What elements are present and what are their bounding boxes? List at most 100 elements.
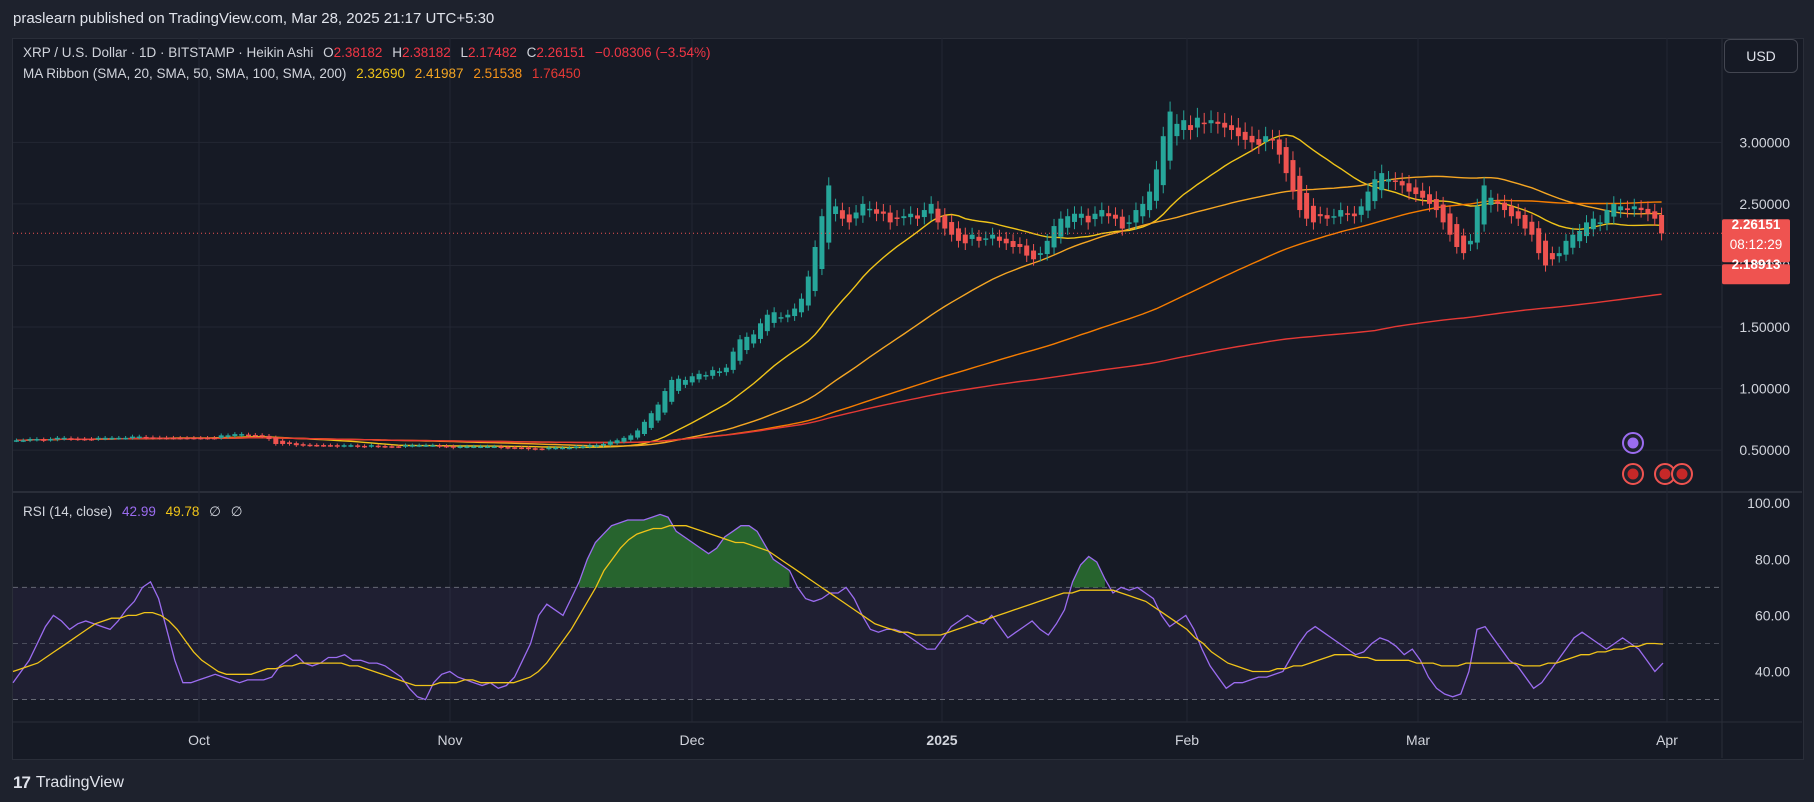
candle-body <box>1112 214 1118 219</box>
candle-body <box>1126 222 1132 224</box>
candle-body <box>1508 206 1514 217</box>
published-caption: praslearn published on TradingView.com, … <box>13 10 495 27</box>
us-flag-icon <box>1627 468 1639 480</box>
candle-body <box>362 445 368 448</box>
candle-body <box>1085 215 1091 223</box>
candle-body <box>703 375 709 377</box>
chart-frame[interactable] <box>12 38 1804 760</box>
candle-body <box>95 437 101 440</box>
candle-body <box>136 436 142 439</box>
candle-body <box>34 439 40 441</box>
candle-body <box>1454 224 1460 247</box>
candle-body <box>1290 160 1296 192</box>
candle-body <box>184 437 190 440</box>
candle-body <box>1488 197 1494 205</box>
candle-body <box>833 206 839 215</box>
tradingview-footer[interactable]: 17 TradingView <box>13 772 124 794</box>
rsi-overbought-fill <box>1072 556 1105 588</box>
candle-body <box>1024 245 1030 256</box>
candle-body <box>355 445 361 447</box>
candle-body <box>1372 179 1378 202</box>
candle-body <box>300 444 306 446</box>
candle-body <box>682 379 688 385</box>
candle-body <box>1358 206 1364 215</box>
candle-body <box>723 367 729 373</box>
candle-body <box>969 234 975 239</box>
candle-body <box>1174 123 1180 137</box>
candle-body <box>89 438 95 441</box>
high-label: H <box>392 45 402 60</box>
candle-body <box>423 445 429 447</box>
low-value: 2.17482 <box>468 45 517 60</box>
candle-body <box>1604 210 1610 224</box>
candle-body <box>519 447 525 450</box>
candle-body <box>1502 202 1508 211</box>
candle-body <box>1229 125 1235 131</box>
low-label: L <box>460 45 469 60</box>
symbol-title: XRP / U.S. Dollar · 1D · BITSTAMP · Heik… <box>23 45 314 60</box>
candle-body <box>594 445 600 447</box>
candle-body <box>102 437 108 440</box>
ma100-value: 2.51538 <box>473 66 523 81</box>
candle-body <box>1235 127 1241 137</box>
candle-body <box>1379 173 1385 191</box>
candle-body <box>321 445 327 447</box>
candle-body <box>129 436 135 439</box>
candle-body <box>1597 222 1603 224</box>
candle-body <box>1031 250 1037 260</box>
candle-body <box>82 438 88 441</box>
candle-body <box>1310 205 1316 223</box>
candle-body <box>1618 206 1624 211</box>
candle-body <box>1447 213 1453 235</box>
candle-body <box>177 437 183 440</box>
candle-body <box>1631 206 1637 210</box>
candle-body <box>61 437 67 440</box>
candle-body <box>839 210 845 219</box>
candle-body <box>382 446 388 448</box>
candle-body <box>409 445 415 447</box>
rsi-legend[interactable]: RSI (14, close) 42.99 49.78 ∅ ∅ <box>23 504 242 520</box>
candle-body <box>1467 240 1473 245</box>
rsi-overbought-fill <box>579 514 790 588</box>
ma200-value: 1.76450 <box>531 66 581 81</box>
candle-body <box>1481 185 1487 225</box>
candle-body <box>1242 131 1248 140</box>
time-axis-label: Feb <box>1175 732 1199 748</box>
candle-body <box>1065 216 1071 228</box>
candle-body <box>1119 216 1125 229</box>
candle-body <box>853 212 859 219</box>
candle-body <box>450 446 456 448</box>
candle-body <box>1420 190 1426 198</box>
close-value: 2.26151 <box>536 45 586 60</box>
candle-body <box>1577 230 1583 242</box>
countdown-tag: 08:12:29 <box>1729 237 1783 252</box>
candle-body <box>696 373 702 380</box>
rsi-ma-value: 49.78 <box>165 504 200 519</box>
candle-body <box>239 434 245 436</box>
candle-body <box>553 447 559 450</box>
candle-body <box>1529 221 1535 235</box>
candle-body <box>676 378 682 391</box>
candle-body <box>928 203 934 214</box>
candle-body <box>1611 203 1617 217</box>
ma-ribbon-legend[interactable]: MA Ribbon (SMA, 20, SMA, 50, SMA, 100, S… <box>23 66 581 81</box>
candle-body <box>225 435 231 437</box>
candle-body <box>1317 214 1323 217</box>
symbol-legend[interactable]: XRP / U.S. Dollar · 1D · BITSTAMP · Heik… <box>23 45 711 60</box>
candle-body <box>54 437 60 440</box>
candle-body <box>1338 210 1344 217</box>
candle-body <box>1249 135 1255 143</box>
candle-body <box>512 447 518 449</box>
price-axis-label: 2.50000 <box>1739 196 1790 212</box>
candle-body <box>1269 139 1275 141</box>
candle-body <box>1208 120 1214 124</box>
candle-body <box>614 440 620 444</box>
candle-body <box>1099 210 1105 217</box>
currency-button[interactable]: USD <box>1724 39 1798 73</box>
candle-body <box>341 445 347 447</box>
candle-body <box>1495 201 1501 204</box>
candle-body <box>1433 199 1439 211</box>
candle-body <box>1188 125 1194 131</box>
candle-body <box>1583 222 1589 237</box>
